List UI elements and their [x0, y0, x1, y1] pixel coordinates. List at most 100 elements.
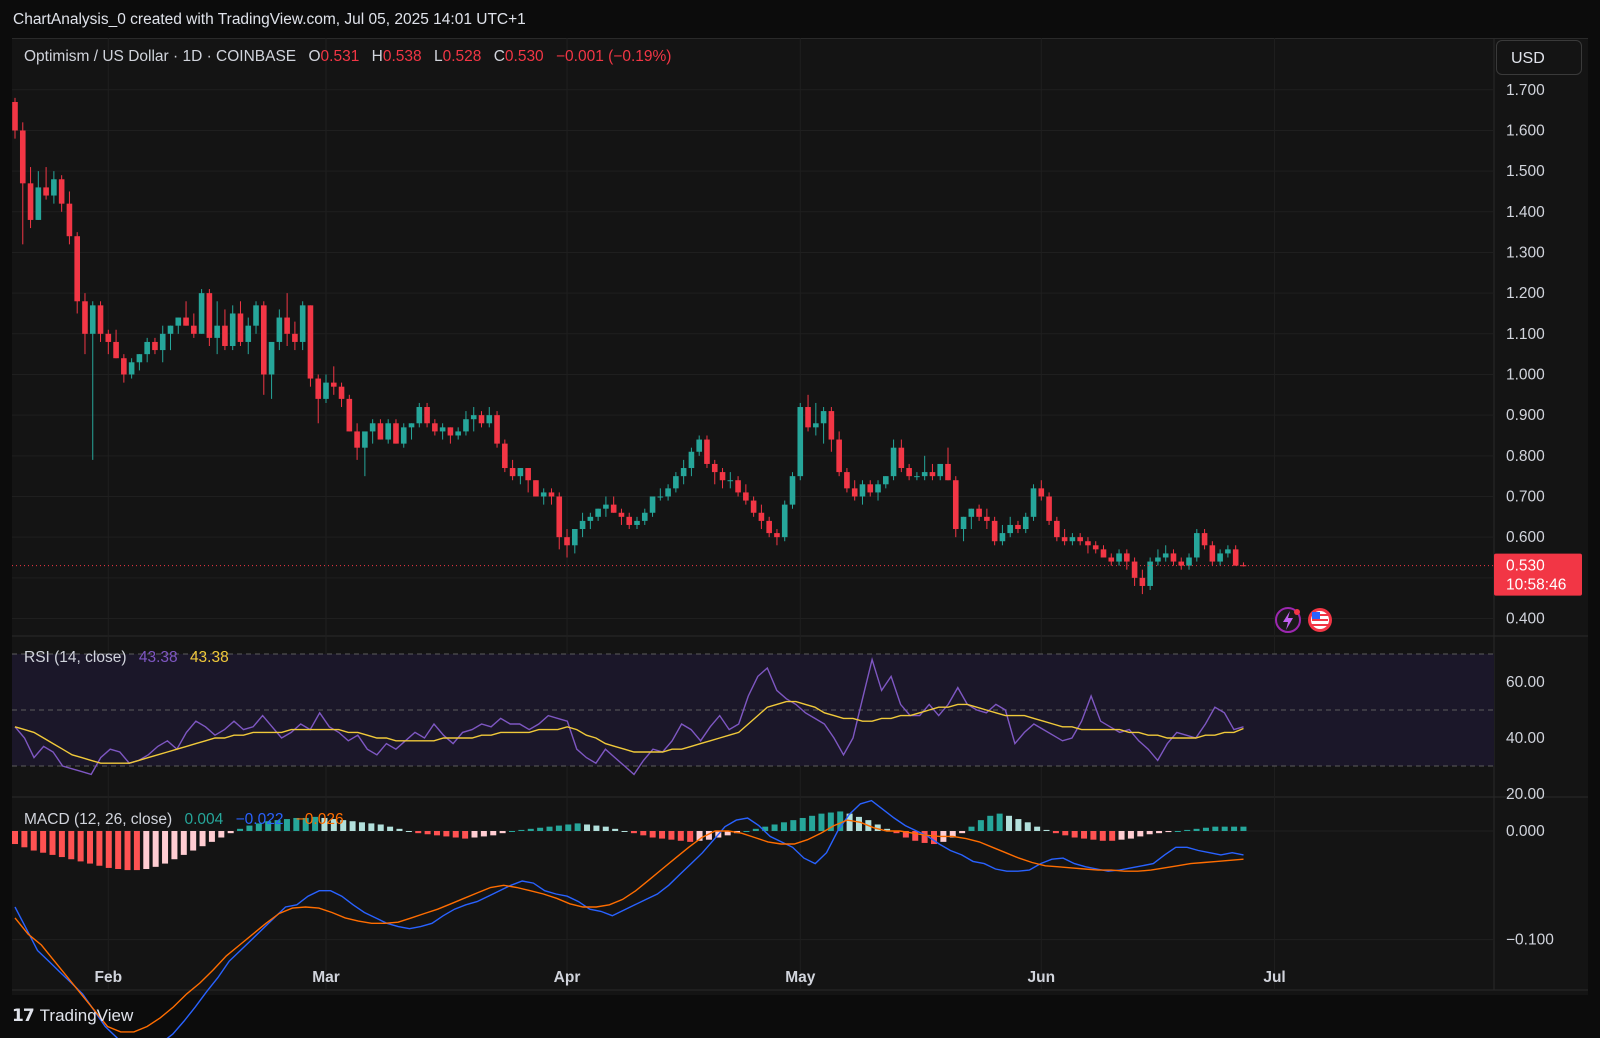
candle-body	[1162, 553, 1169, 558]
candle-body	[587, 516, 594, 521]
price-axis-tick-label: 0.900	[1506, 407, 1545, 424]
macd-histogram-bar	[696, 831, 703, 841]
candle-body	[525, 468, 531, 481]
macd-histogram-bar	[790, 820, 797, 831]
candle-body	[338, 386, 345, 399]
macd-histogram-bar	[659, 831, 666, 839]
legend-low: 0.528	[443, 48, 482, 65]
candle-body	[51, 179, 57, 196]
candle-body	[1178, 561, 1185, 566]
price-tag-countdown: 10:58:46	[1506, 577, 1566, 594]
candle-body	[781, 504, 788, 538]
candle-body	[354, 431, 360, 448]
rsi-axis-tick-label: 20.00	[1506, 786, 1545, 803]
macd-histogram-bar	[921, 831, 928, 843]
us-flag-icon[interactable]	[1308, 608, 1332, 632]
candle-body	[774, 533, 780, 538]
macd-histogram-bar	[1184, 829, 1191, 831]
candle-body	[206, 293, 213, 338]
macd-histogram-bar	[283, 819, 290, 831]
x-axis-tick-label: Jul	[1263, 969, 1285, 986]
candle-body	[245, 325, 252, 342]
x-axis-tick-label: Apr	[554, 969, 581, 986]
candle-body	[618, 512, 625, 517]
macd-histogram-bar	[1231, 826, 1238, 831]
macd-histogram-bar	[452, 831, 459, 838]
candle-body	[649, 496, 656, 513]
macd-histogram-bar	[752, 828, 759, 831]
candle-body	[253, 305, 259, 326]
macd-histogram-bar	[349, 821, 356, 831]
rsi-ma-value: 43.38	[190, 649, 229, 666]
x-axis-tick-label: May	[785, 969, 816, 986]
candle-body	[486, 415, 493, 424]
macd-histogram-bar	[593, 825, 600, 831]
candle-body	[1194, 533, 1200, 558]
last-price-tag: 0.530 10:58:46	[1494, 553, 1582, 596]
candle-body	[867, 484, 874, 493]
candle-body	[556, 496, 563, 538]
candle-body	[820, 411, 827, 424]
candle-body	[1155, 557, 1161, 562]
macd-histogram-bar	[340, 820, 347, 831]
x-axis-tick-label: Jun	[1028, 969, 1056, 986]
tradingview-logo[interactable]: 𝟭𝟳 TradingView	[12, 1004, 133, 1028]
macd-histogram-bar	[612, 828, 619, 831]
price-axis-tick-label: 0.700	[1506, 488, 1545, 505]
macd-histogram-bar	[433, 831, 440, 836]
macd-histogram-bar	[40, 831, 47, 853]
legend-change: −0.001 (−0.19%)	[556, 48, 671, 65]
candle-body	[1108, 557, 1115, 562]
macd-histogram-bar	[1212, 826, 1219, 831]
macd-histogram-bar	[874, 824, 881, 831]
candle-body	[1030, 488, 1037, 517]
candle-body	[743, 492, 749, 501]
candle-body	[960, 516, 967, 530]
macd-histogram-bar	[930, 831, 937, 845]
currency-button[interactable]: USD	[1496, 40, 1582, 75]
candle-body	[377, 423, 384, 440]
candle-body	[1038, 488, 1045, 497]
candle-body	[999, 533, 1006, 542]
candle-body	[447, 427, 454, 436]
candle-body	[836, 439, 842, 473]
macd-histogram-bar	[649, 831, 656, 838]
candle-body	[952, 480, 959, 530]
rsi-lines	[14, 656, 1244, 776]
macd-histogram-bar	[87, 831, 94, 864]
candle-body	[1131, 561, 1138, 578]
candle-body	[128, 362, 135, 375]
candle-body	[937, 463, 944, 477]
candle-body	[564, 537, 570, 546]
macd-histogram-bar	[499, 831, 506, 834]
macd-histogram-bar	[705, 831, 712, 840]
tradingview-logo-icon: 𝟭𝟳	[12, 1006, 35, 1025]
candle-body	[875, 484, 881, 493]
candle-body	[1007, 524, 1013, 534]
legend-open-label: O	[308, 48, 320, 65]
candle-body	[945, 463, 951, 481]
macd-histogram-bar	[1146, 831, 1153, 835]
candle-body	[502, 443, 508, 469]
candle-body	[540, 492, 547, 497]
candle-body	[276, 317, 283, 342]
macd-histogram-bar	[1052, 831, 1059, 834]
candle-body	[1170, 553, 1177, 562]
macd-histogram-bar	[1024, 822, 1031, 831]
candle-body	[27, 183, 34, 220]
candle-body	[1054, 520, 1060, 538]
lightning-event-icon[interactable]	[1275, 607, 1301, 633]
macd-axis-tick-label: −0.100	[1506, 932, 1554, 949]
macd-signal-line	[14, 819, 1244, 1033]
macd-legend: MACD (12, 26, close) 0.004 −0.022 −0.026	[24, 811, 344, 828]
macd-histogram-bar	[977, 820, 984, 831]
candle-body	[968, 508, 975, 517]
candle-body	[121, 358, 127, 375]
price-tag-value: 0.530	[1506, 558, 1545, 575]
candle-body	[19, 130, 26, 184]
candle-body	[766, 520, 772, 534]
candle-body	[455, 431, 461, 436]
candle-body	[665, 488, 671, 497]
macd-histogram-bar	[668, 831, 675, 840]
